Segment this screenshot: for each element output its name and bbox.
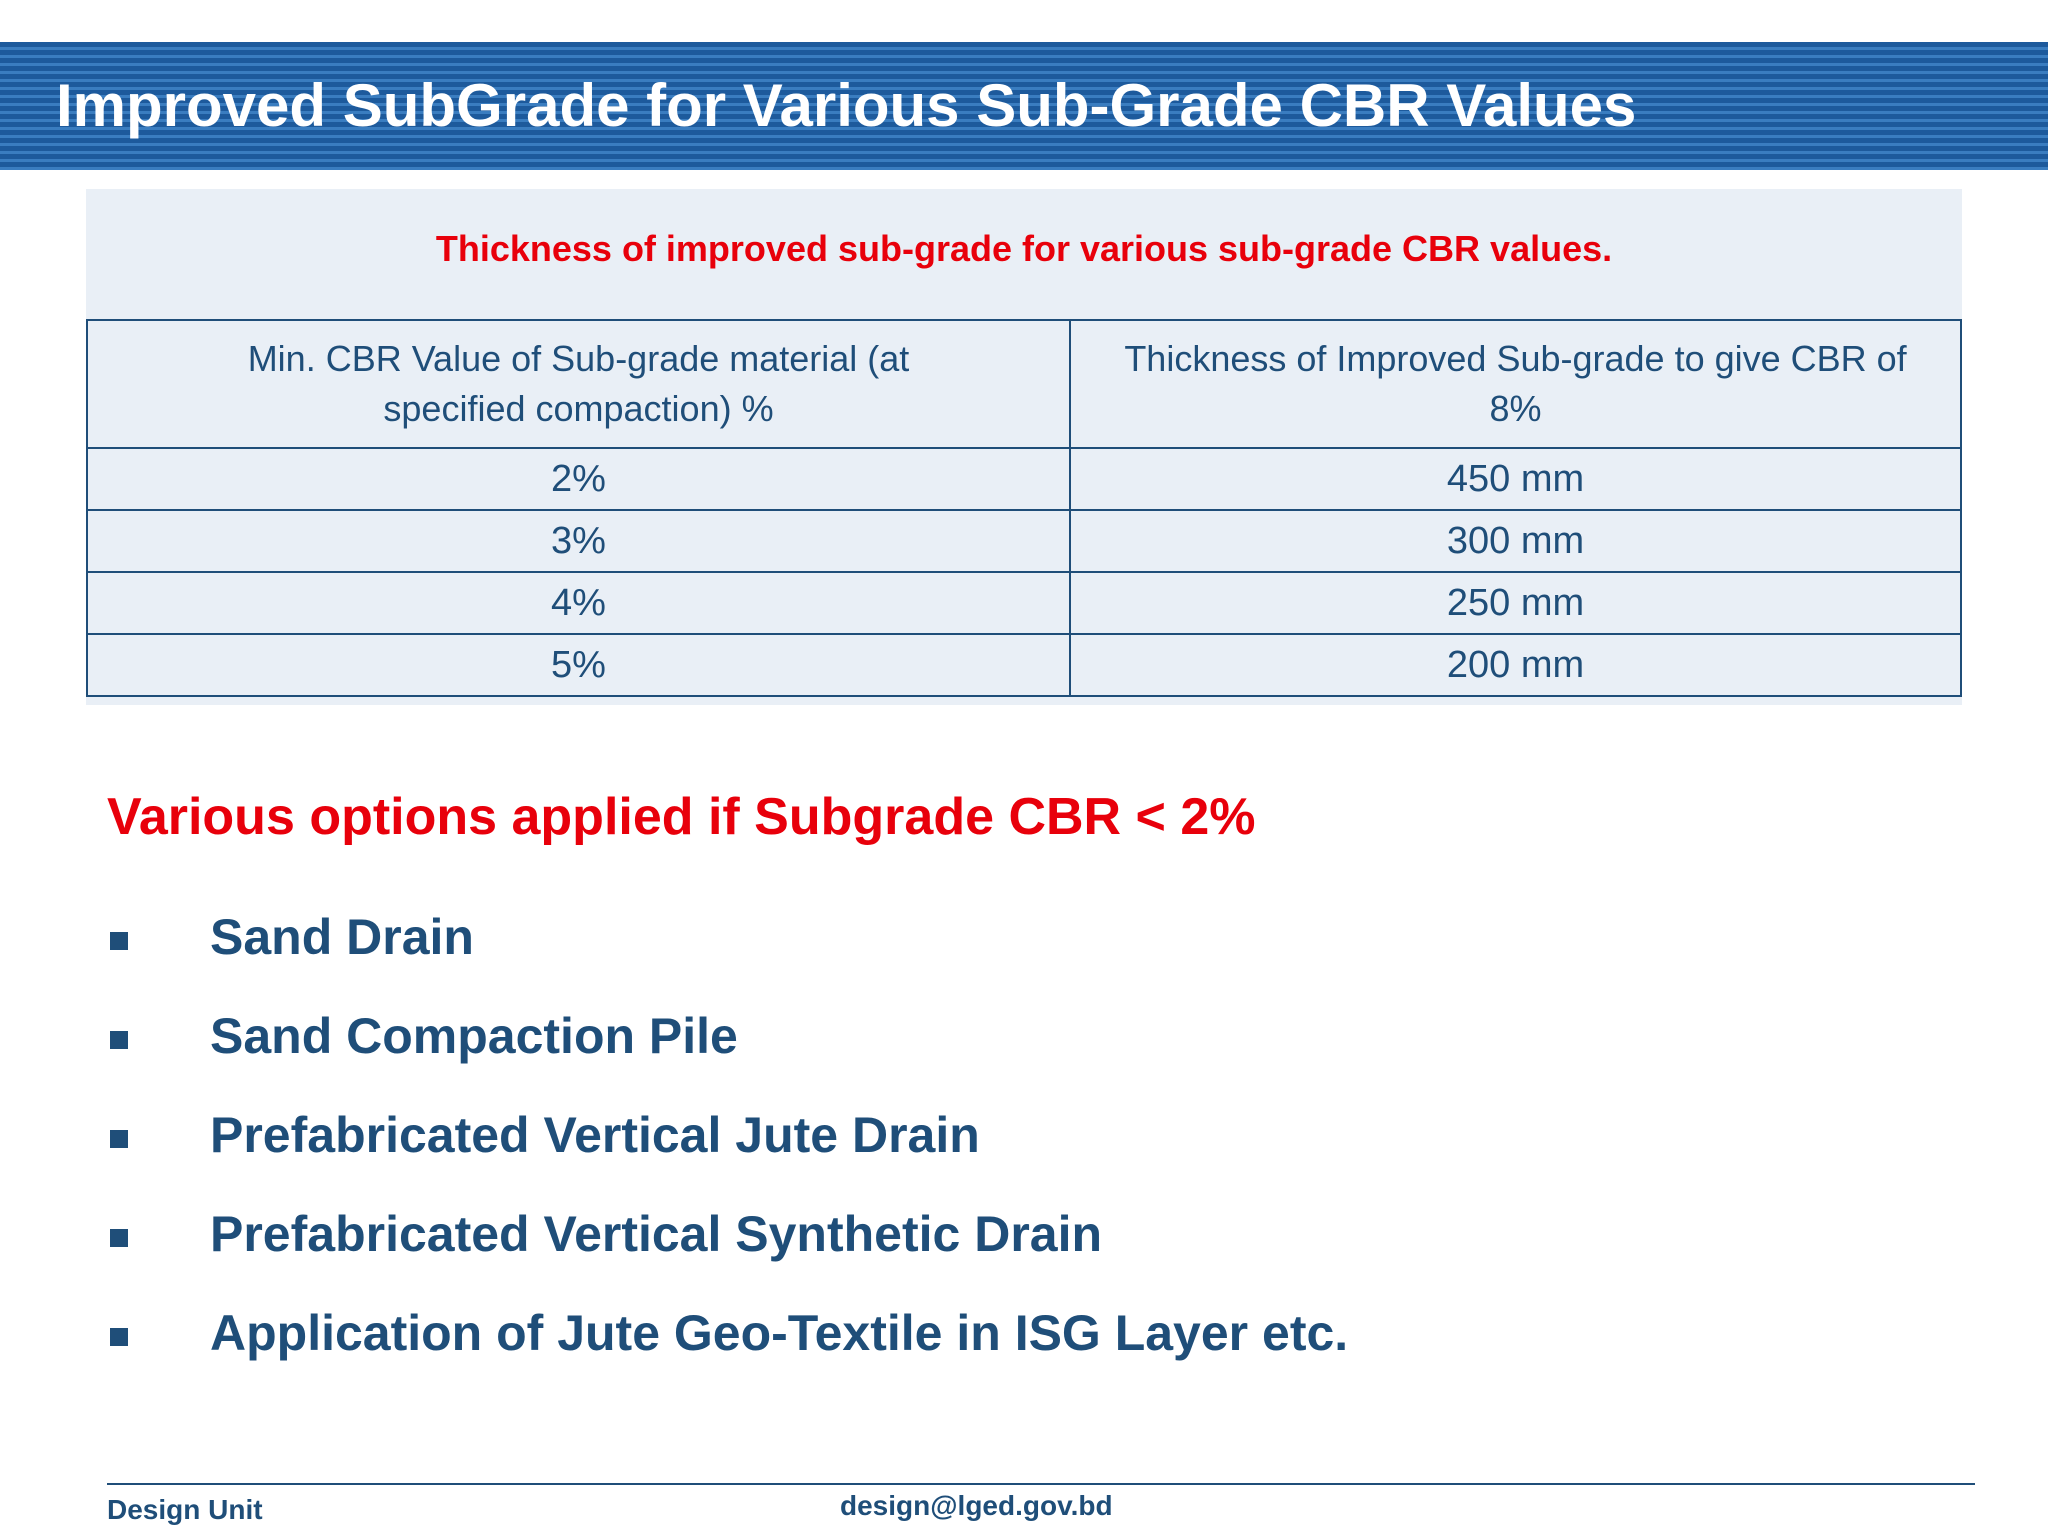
bullet: [110, 1129, 128, 1148]
option-item: Sand Compaction Pile: [110, 1007, 738, 1065]
option-item: Sand Drain: [110, 908, 474, 966]
table-caption: Thickness of improved sub-grade for vari…: [435, 228, 1613, 269]
header-band: [0, 42, 2048, 170]
cbr-table: Min. CBR Value of Sub-grade material (at…: [86, 319, 1962, 697]
table-row: 3% 300 mm: [86, 509, 1962, 573]
table-cell: 3%: [86, 509, 1071, 573]
options-heading: Various options applied if Subgrade CBR …: [107, 788, 1256, 846]
table-cell: 300 mm: [1069, 509, 1962, 573]
option-text: Prefabricated Vertical Jute Drain: [210, 1107, 980, 1163]
header-row: Min. CBR Value of Sub-grade material (at…: [86, 319, 1962, 449]
header-cell: Thickness of Improved Sub-grade to give …: [1069, 319, 1962, 449]
bullet: [110, 1327, 128, 1346]
table-cell: 5%: [86, 633, 1071, 697]
option-item: Prefabricated Vertical Jute Drain: [110, 1106, 980, 1164]
table-cell: 450 mm: [1069, 447, 1962, 511]
table-cell: 200 mm: [1069, 633, 1962, 697]
footer-rule: [107, 1483, 1975, 1485]
table-row: 5% 200 mm: [86, 633, 1962, 697]
option-item: Prefabricated Vertical Synthetic Drain: [110, 1205, 1102, 1263]
table-row: 4% 250 mm: [86, 571, 1962, 635]
header-cell: Min. CBR Value of Sub-grade material (at…: [86, 319, 1071, 449]
slide-title: Improved SubGrade for Various Sub-Grade …: [56, 72, 1637, 139]
table-cell: 2%: [86, 447, 1071, 511]
table-cell: 250 mm: [1069, 571, 1962, 635]
footer-email: design@lged.gov.bd: [840, 1490, 1113, 1521]
option-text: Sand Drain: [210, 909, 474, 965]
option-text: Application of Jute Geo-Textile in ISG L…: [210, 1305, 1349, 1361]
option-item: Application of Jute Geo-Textile in ISG L…: [110, 1304, 1348, 1362]
option-text: Sand Compaction Pile: [210, 1008, 738, 1064]
bullet: [110, 1228, 128, 1247]
table-row: 2% 450 mm: [86, 447, 1962, 511]
bullet: [110, 931, 128, 950]
bullet: [110, 1030, 128, 1049]
option-text: Prefabricated Vertical Synthetic Drain: [210, 1206, 1103, 1262]
table-cell: 4%: [86, 571, 1071, 635]
footer-left: Design Unit: [107, 1494, 263, 1525]
